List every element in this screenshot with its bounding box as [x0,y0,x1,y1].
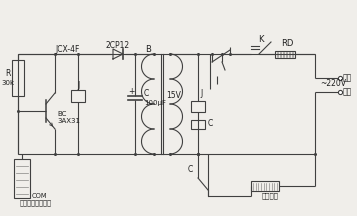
Text: +: + [128,86,134,95]
Text: ~220V: ~220V [320,78,346,87]
Bar [12,60,24,96]
Text: J: J [200,89,202,98]
Bar [191,119,205,129]
Text: C: C [187,165,193,175]
Bar [71,90,85,102]
Text: 电热庖具: 电热庖具 [261,193,278,199]
Text: 15V: 15V [166,92,181,100]
Bar [191,100,205,111]
Text: 100μF: 100μF [144,100,166,106]
Text: B: B [145,46,151,54]
Text: K: K [258,35,264,44]
Bar [251,181,279,191]
Text: 2CP12: 2CP12 [106,41,130,49]
Text: C: C [208,119,213,129]
Text: C: C [144,89,149,98]
Bar [275,51,295,57]
Text: 3AX31: 3AX31 [57,118,80,124]
Text: 30k: 30k [1,80,15,86]
Text: J: J [78,81,80,91]
Text: 零线: 零线 [343,87,352,97]
Text: 电接点水銀温度计: 电接点水銀温度计 [20,200,52,206]
Text: R: R [5,68,11,78]
Text: COM: COM [32,193,47,199]
Text: JCX-4F: JCX-4F [56,44,80,54]
Text: RD: RD [281,40,293,49]
Text: 火线: 火线 [343,73,352,83]
Text: BC: BC [57,111,66,117]
Bar [14,159,30,198]
